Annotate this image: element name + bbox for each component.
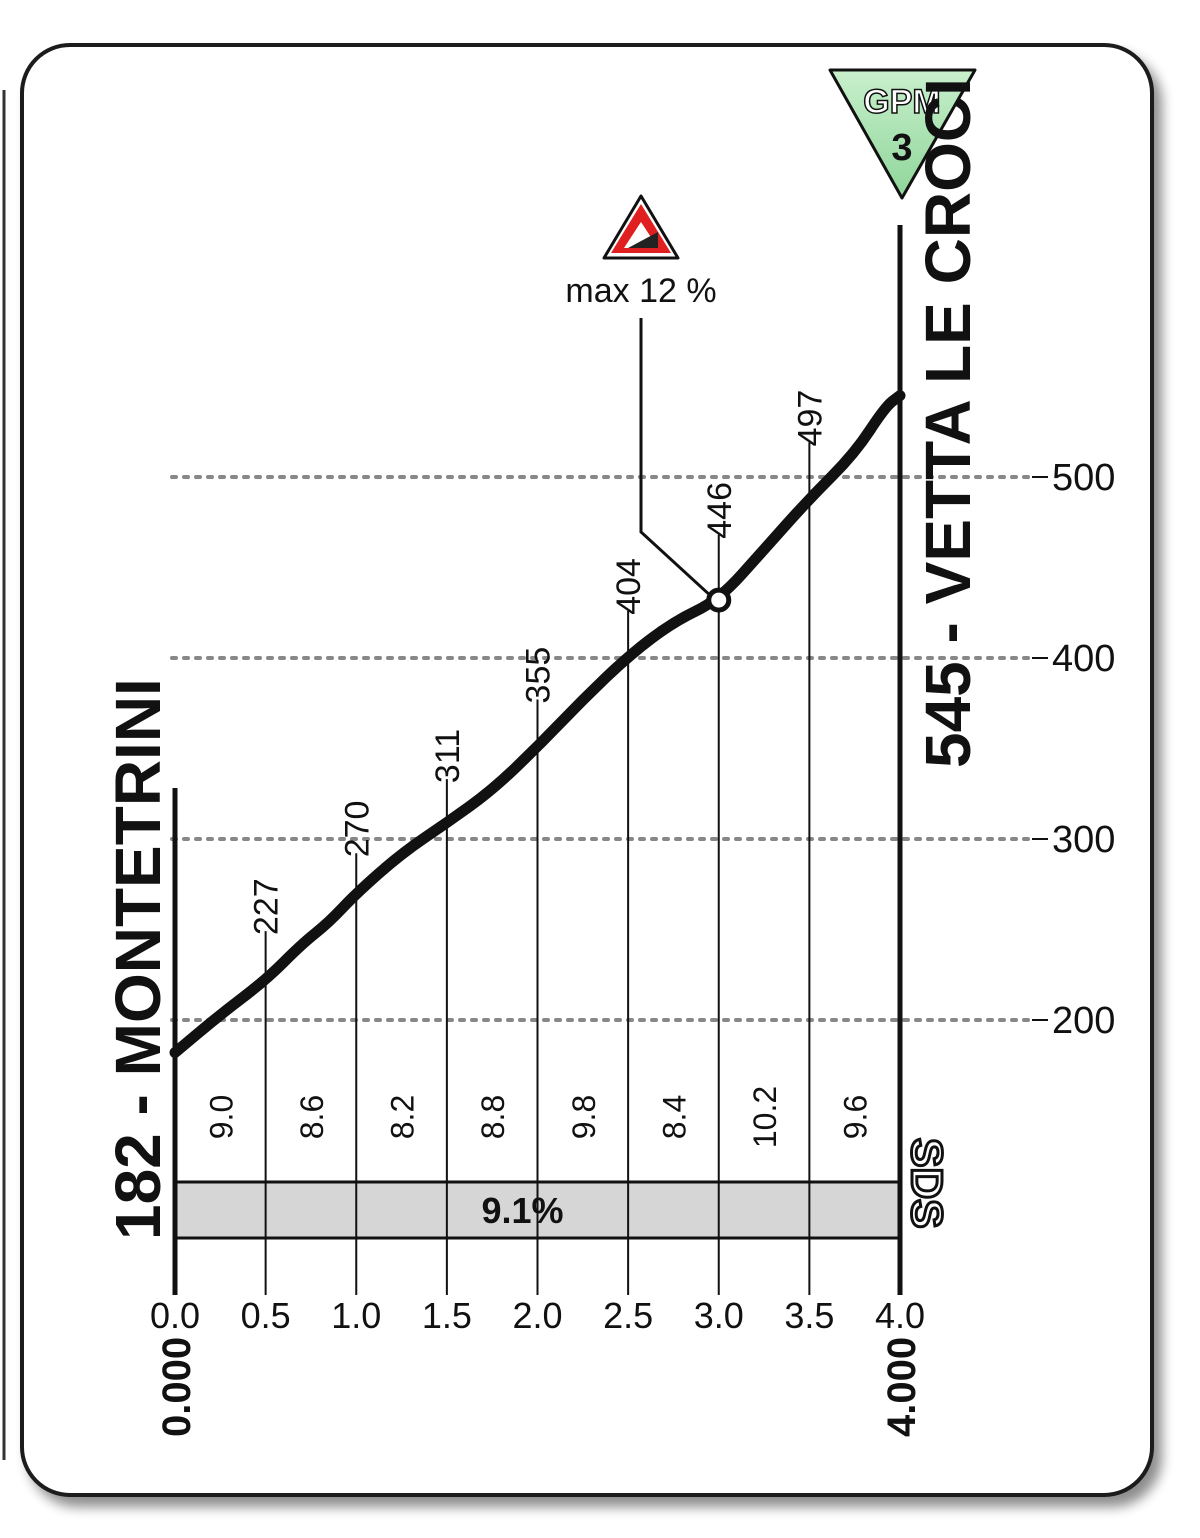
start-label: 182 - MONTETRINI (102, 678, 174, 1240)
y-tick-label: 500 (1052, 457, 1115, 499)
segment-gradient-label: 9.8 (566, 1095, 602, 1139)
start-km-total: 0.000 (155, 1337, 199, 1437)
grid-lines: 200 300 400 500 (170, 457, 1115, 1042)
steep-warning-icon (602, 194, 680, 260)
y-tick-label: 300 (1052, 819, 1115, 861)
max-gradient-label: max 12 % (565, 272, 716, 310)
finish-label: 545 - VETTA LE CROCI (912, 78, 984, 768)
gpm-category-badge: GPM 3 (828, 68, 977, 200)
sponsor-mark: SDS (902, 1138, 951, 1228)
segment-gradient-label: 8.4 (656, 1095, 692, 1139)
x-tick-label: 3.0 (694, 1295, 744, 1336)
gpm-label: GPM (863, 83, 940, 121)
x-tick-label: 1.0 (331, 1295, 381, 1336)
segment-gradient-label: 8.8 (475, 1095, 511, 1139)
y-tick-label: 200 (1052, 1000, 1115, 1042)
axes: 0.0 0.5 1.0 1.5 2.0 2.5 3.0 3.5 4.0 (150, 225, 925, 1336)
x-tick-label: 4.0 (875, 1295, 925, 1336)
elevation-profile-line (169, 390, 906, 1059)
max-gradient-callout: max 12 % (565, 194, 717, 596)
altitude-label: 270 (338, 801, 376, 858)
altitude-label: 404 (610, 558, 648, 615)
segment-gradient-label: 8.6 (294, 1095, 330, 1139)
segment-gradient-label: 9.0 (203, 1095, 239, 1139)
altitude-label: 446 (701, 482, 739, 539)
segment-gradient-label: 10.2 (747, 1086, 783, 1148)
finish-km-total: 4.000 (880, 1337, 924, 1437)
segment-gradient-label: 8.2 (385, 1095, 421, 1139)
callout-leader-line (639, 318, 710, 596)
chart-card (20, 43, 1154, 1497)
y-tick-label: 400 (1052, 638, 1115, 680)
x-tick-label: 1.5 (422, 1295, 472, 1336)
segment-gradient-label: 9.6 (838, 1095, 874, 1139)
average-gradient-label: 9.1% (481, 1190, 563, 1231)
x-tick-label: 0.5 (241, 1295, 291, 1336)
altitude-label: 497 (791, 390, 829, 447)
km-marker-lines: 227 270 311 355 404 446 497 (248, 390, 829, 1295)
altitude-label: 227 (248, 878, 286, 935)
segment-gradient-labels: 9.0 8.6 8.2 8.8 9.8 8.4 10.2 9.6 (203, 1086, 873, 1148)
max-gradient-point (706, 587, 732, 613)
x-tick-label: 2.5 (603, 1295, 653, 1336)
altitude-label: 311 (429, 729, 467, 783)
x-tick-label: 3.5 (784, 1295, 834, 1336)
altitude-label: 355 (520, 647, 558, 704)
gpm-category-value: 3 (891, 127, 912, 169)
x-tick-label: 2.0 (512, 1295, 562, 1336)
x-tick-label: 0.0 (150, 1295, 200, 1336)
